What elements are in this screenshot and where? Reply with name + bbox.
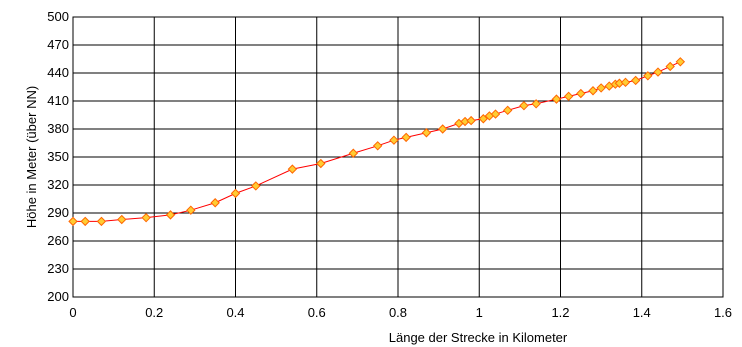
x-tick-label: 1.4 — [633, 305, 651, 320]
data-point — [316, 158, 326, 169]
data-point — [401, 132, 411, 143]
data-point — [437, 124, 448, 134]
y-tick-labels: 500 470 440 410 380 350 320 290 260 230 200 — [47, 9, 69, 304]
x-tick-labels: 0 0.2 0.4 0.6 0.8 1 1.2 1.4 1.6 — [69, 305, 732, 320]
data-point — [251, 181, 261, 191]
x-tick-label: 1.6 — [714, 305, 732, 320]
data-point — [490, 109, 501, 119]
y-tick-label: 350 — [47, 149, 69, 164]
data-point — [531, 99, 541, 109]
data-point — [165, 210, 176, 220]
data-point — [563, 91, 574, 102]
y-tick-label: 440 — [47, 65, 69, 80]
y-tick-label: 260 — [47, 233, 69, 248]
x-tick-label: 0 — [69, 305, 76, 320]
y-tick-label: 470 — [47, 37, 69, 52]
data-point — [287, 164, 298, 174]
data-point — [519, 100, 529, 111]
data-point — [653, 67, 663, 77]
data-point — [478, 114, 489, 124]
data-point — [372, 141, 383, 151]
data-point — [665, 61, 675, 72]
y-tick-label: 410 — [47, 93, 69, 108]
x-axis-label: Länge der Strecke in Kilometer — [389, 330, 568, 345]
data-point — [96, 216, 107, 227]
series-group — [68, 57, 686, 227]
data-point — [675, 57, 686, 67]
data-point — [643, 71, 653, 81]
data-point — [588, 86, 598, 96]
x-tick-label: 1 — [476, 305, 483, 320]
data-point — [389, 135, 399, 145]
x-tick-label: 0.4 — [226, 305, 244, 320]
data-point — [576, 88, 586, 99]
data-point — [502, 105, 513, 116]
y-axis-label: Höhe in Meter (über NN) — [24, 86, 39, 228]
data-point — [466, 115, 476, 126]
data-point — [141, 212, 151, 223]
data-point — [80, 216, 90, 227]
data-point — [230, 188, 241, 199]
x-tick-label: 0.8 — [389, 305, 407, 320]
data-point — [186, 205, 196, 215]
x-tick-label: 0.6 — [308, 305, 326, 320]
x-tick-label: 1.2 — [551, 305, 569, 320]
y-tick-label: 320 — [47, 177, 69, 192]
data-point — [348, 148, 359, 158]
data-point — [596, 83, 606, 93]
x-tick-label: 0.2 — [145, 305, 163, 320]
data-point — [68, 216, 78, 227]
data-point — [117, 214, 127, 225]
y-tick-label: 500 — [47, 9, 69, 24]
data-point — [210, 198, 220, 208]
y-tick-label: 230 — [47, 261, 69, 276]
y-tick-label: 290 — [47, 205, 69, 220]
y-tick-label: 200 — [47, 289, 69, 304]
data-point — [551, 94, 562, 104]
data-point — [630, 75, 641, 86]
grid — [73, 17, 723, 297]
data-point — [421, 128, 432, 138]
y-tick-label: 380 — [47, 121, 69, 136]
data-point — [620, 77, 631, 88]
